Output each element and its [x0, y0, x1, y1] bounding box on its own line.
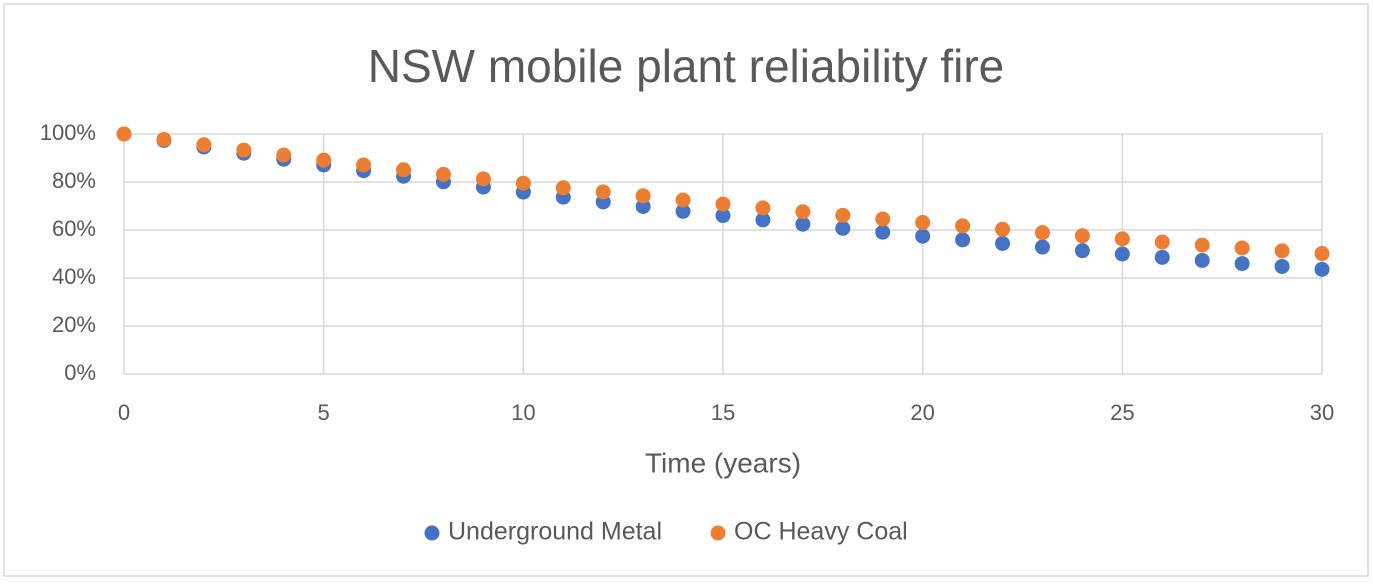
- y-tick-label: 60%: [52, 216, 96, 241]
- chart-title: NSW mobile plant reliability fire: [368, 40, 1005, 92]
- data-point: [1274, 243, 1290, 259]
- data-point: [835, 207, 851, 223]
- data-point: [435, 166, 451, 182]
- data-point: [1074, 243, 1090, 259]
- x-tick-label: 5: [318, 400, 330, 425]
- x-tick-label: 25: [1110, 400, 1134, 425]
- data-point: [955, 232, 971, 248]
- data-point: [1154, 234, 1170, 250]
- data-point: [356, 157, 372, 173]
- x-tick-label: 15: [711, 400, 735, 425]
- legend-label: Underground Metal: [448, 518, 662, 546]
- data-point: [635, 198, 651, 214]
- legend-marker: [424, 525, 440, 541]
- data-point: [1154, 249, 1170, 265]
- data-point: [795, 204, 811, 220]
- y-tick-label: 20%: [52, 312, 96, 337]
- data-point: [915, 215, 931, 231]
- data-point: [955, 218, 971, 234]
- data-point: [715, 196, 731, 212]
- data-point: [1114, 231, 1130, 247]
- data-point: [795, 216, 811, 232]
- x-tick-label: 10: [511, 400, 535, 425]
- y-tick-label: 80%: [52, 168, 96, 193]
- data-point: [875, 211, 891, 227]
- data-point: [835, 220, 851, 236]
- data-point: [755, 200, 771, 216]
- y-tick-label: 40%: [52, 264, 96, 289]
- data-point: [675, 203, 691, 219]
- data-point: [675, 192, 691, 208]
- data-point: [276, 147, 292, 163]
- legend-label: OC Heavy Coal: [734, 518, 908, 546]
- data-point: [595, 184, 611, 200]
- data-point: [635, 188, 651, 204]
- data-point: [1034, 225, 1050, 241]
- data-point: [396, 162, 412, 178]
- data-point: [156, 132, 172, 148]
- data-point: [1274, 258, 1290, 274]
- data-point: [1314, 246, 1330, 262]
- data-point: [475, 171, 491, 187]
- data-point: [116, 126, 132, 142]
- data-point: [515, 175, 531, 191]
- data-point: [196, 137, 212, 153]
- data-point: [1034, 239, 1050, 255]
- y-tick-label: 100%: [40, 120, 96, 145]
- x-tick-label: 20: [910, 400, 934, 425]
- x-tick-label: 0: [118, 400, 130, 425]
- data-point: [715, 208, 731, 224]
- data-point: [915, 228, 931, 244]
- data-point: [1234, 240, 1250, 256]
- data-point: [1314, 261, 1330, 277]
- chart-border: [3, 3, 1369, 577]
- data-point: [875, 224, 891, 240]
- data-point: [236, 142, 252, 158]
- data-point: [1234, 256, 1250, 272]
- data-point: [316, 152, 332, 168]
- data-point: [1074, 228, 1090, 244]
- data-point: [755, 212, 771, 228]
- legend-marker: [710, 525, 726, 541]
- y-tick-label: 0%: [64, 360, 96, 385]
- data-point: [555, 180, 571, 196]
- x-tick-label: 30: [1310, 400, 1334, 425]
- data-point: [995, 235, 1011, 251]
- data-point: [1114, 246, 1130, 262]
- data-point: [1194, 252, 1210, 268]
- x-axis-label: Time (years): [645, 447, 801, 478]
- data-point: [1194, 237, 1210, 253]
- data-point: [995, 221, 1011, 237]
